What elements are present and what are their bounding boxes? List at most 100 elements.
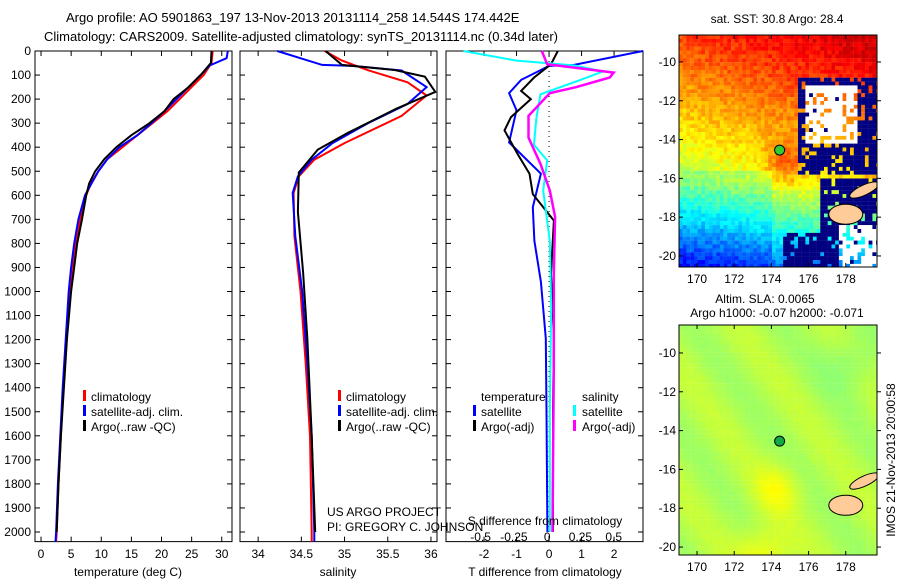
map-cell — [705, 209, 709, 214]
map-cell — [742, 550, 747, 555]
map-cell — [679, 398, 683, 403]
map-cell — [731, 406, 735, 411]
map-cell — [846, 166, 851, 171]
map-cell — [682, 398, 687, 403]
map-cell — [742, 108, 747, 113]
map-cell — [768, 252, 773, 257]
map-cell — [690, 410, 695, 415]
map-cell — [809, 244, 813, 249]
map-cell — [686, 398, 691, 403]
map-cell — [872, 58, 877, 63]
map-cell — [757, 491, 761, 496]
map-cell — [705, 499, 709, 504]
map-cell — [686, 135, 691, 140]
map-cell — [790, 104, 795, 109]
map-cell — [809, 151, 813, 156]
map-cell — [812, 163, 817, 167]
map-cell — [705, 143, 709, 148]
map-cell — [798, 66, 802, 70]
map-cell — [734, 62, 739, 67]
map-cell — [798, 201, 802, 206]
map-cell — [835, 97, 840, 102]
map-cell — [764, 344, 769, 349]
map-cell — [723, 213, 728, 218]
map-cell — [708, 507, 713, 512]
map-cell — [864, 166, 869, 171]
map-cell — [693, 398, 698, 403]
map-cell — [693, 383, 698, 388]
map-cell — [768, 460, 773, 465]
map-cell — [716, 132, 721, 136]
map-cell — [738, 499, 743, 504]
map-cell — [697, 244, 702, 249]
map-cell — [779, 89, 784, 94]
map-cell — [749, 453, 754, 458]
map-cell — [820, 104, 825, 109]
map-cell — [719, 499, 724, 504]
map-cell — [790, 73, 795, 78]
map-cell — [827, 120, 832, 125]
map-cell — [723, 499, 728, 504]
difference-panel: -2 -1 0 1 2-0.5 -0.25 0 0.25 0.5 — [445, 50, 644, 561]
map-cell — [742, 538, 747, 543]
map-cell — [775, 66, 780, 70]
map-cell — [790, 132, 795, 136]
map-cell — [723, 468, 728, 473]
map-cell — [812, 108, 817, 113]
map-cell — [850, 201, 854, 206]
map-cell — [690, 449, 695, 454]
map-cell — [812, 201, 817, 206]
map-cell — [745, 147, 750, 152]
map-cell — [846, 89, 851, 94]
map-cell — [690, 252, 695, 257]
map-cell — [775, 244, 780, 249]
map-cell — [783, 54, 787, 59]
map-cell — [742, 480, 747, 485]
map-cell — [731, 124, 735, 129]
map-cell — [712, 116, 717, 121]
map-cell — [693, 468, 698, 473]
map-cell — [760, 104, 765, 109]
map-cell — [705, 101, 709, 105]
map-cell — [816, 73, 821, 78]
map-cell — [734, 170, 739, 175]
map-cell — [861, 81, 866, 86]
map-cell — [809, 120, 813, 125]
map-cell — [712, 519, 717, 524]
map-cell — [835, 143, 840, 148]
map-cell — [764, 155, 769, 160]
map-cell — [794, 221, 799, 226]
map-cell — [842, 260, 847, 264]
map-cell — [686, 495, 691, 500]
map-cell — [686, 35, 691, 39]
map-cell — [734, 546, 739, 551]
map-cell — [842, 248, 847, 253]
map-cell — [768, 108, 773, 113]
map-cell — [727, 194, 732, 199]
map-cell — [794, 147, 799, 152]
map-cell — [723, 128, 728, 133]
map-cell — [686, 108, 691, 113]
map-cell — [775, 159, 780, 164]
map-cell — [723, 236, 728, 241]
map-cell — [757, 232, 761, 237]
map-cell — [742, 484, 747, 489]
map-cell — [679, 35, 683, 39]
map-cell — [846, 54, 851, 59]
map-cell — [701, 534, 706, 539]
map-cell — [857, 263, 862, 268]
map-cell — [719, 81, 724, 86]
map-cell — [727, 344, 732, 349]
map-cell — [727, 480, 732, 485]
map-cell — [775, 135, 780, 140]
map-cell — [682, 332, 687, 337]
map-cell — [838, 240, 843, 245]
map-cell — [697, 236, 702, 241]
map-cell — [749, 367, 754, 372]
map-cell — [760, 217, 765, 222]
map-cell — [745, 124, 750, 129]
map-cell — [824, 120, 828, 125]
map-cell — [690, 445, 695, 450]
map-cell — [693, 359, 698, 364]
map-cell — [679, 194, 683, 199]
